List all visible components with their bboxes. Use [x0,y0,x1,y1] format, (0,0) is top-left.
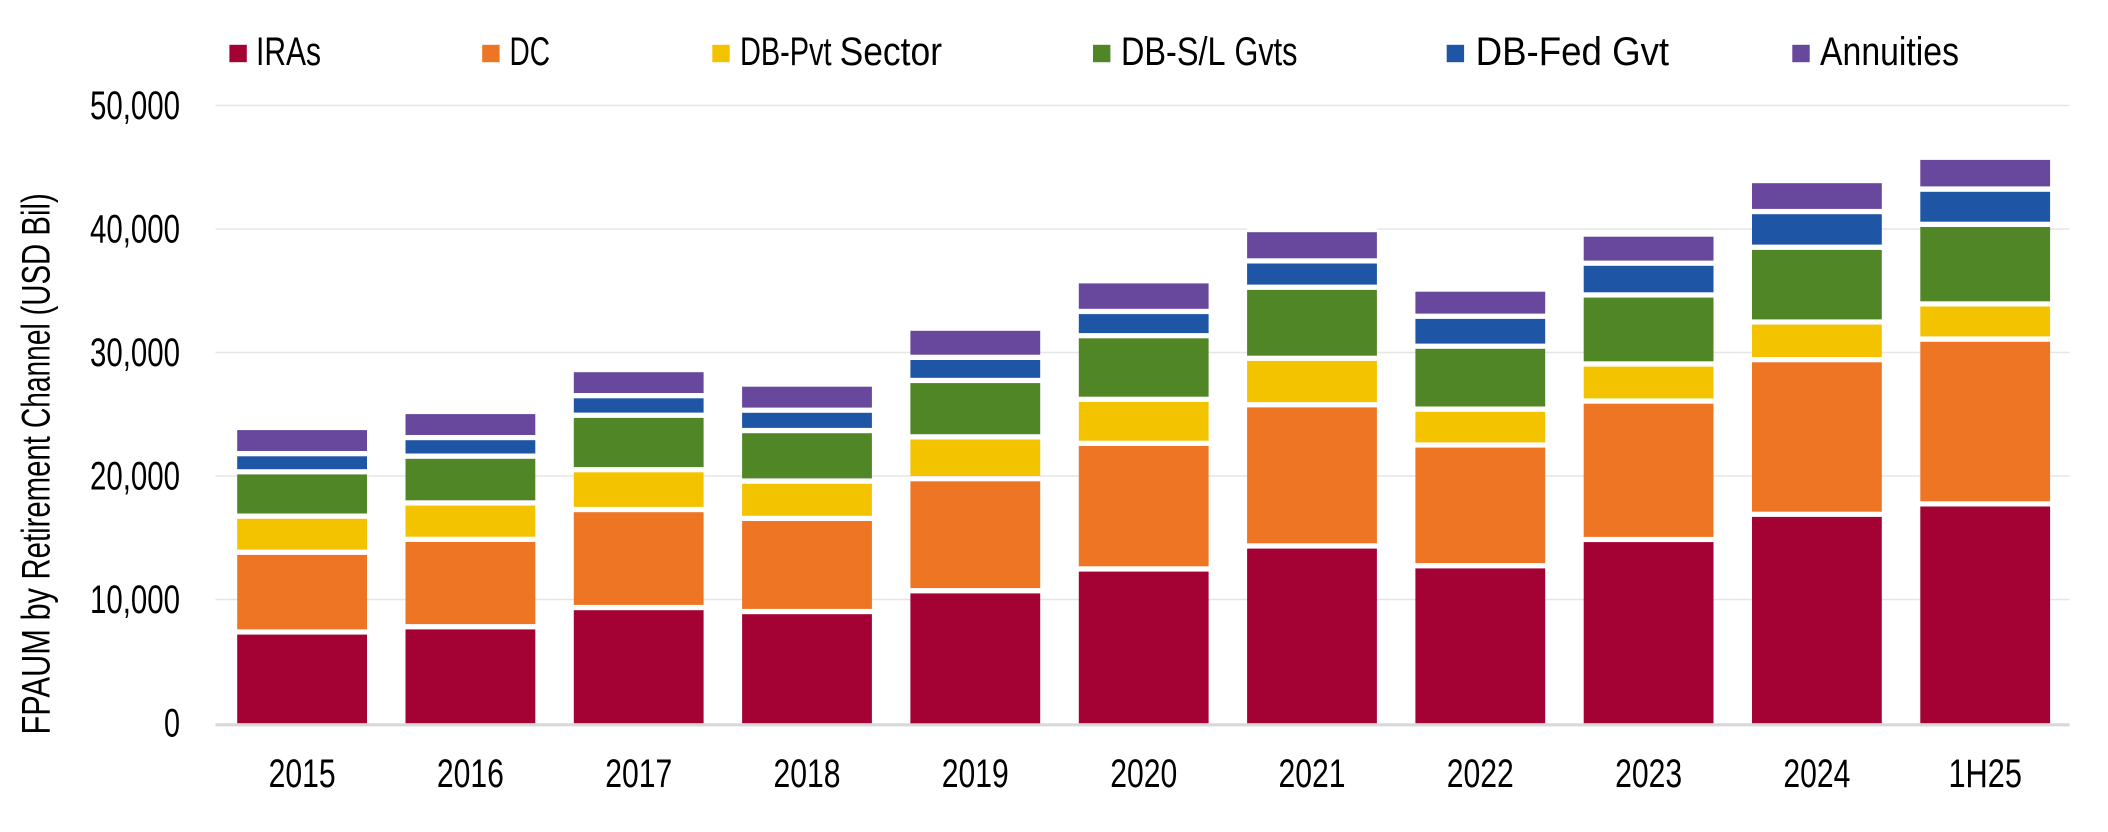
svg-text:2015: 2015 [269,752,336,796]
svg-text:FPAUM by: FPAUM by [15,580,59,735]
svg-text:Channel: Channel [15,316,59,429]
svg-text:10,000: 10,000 [90,578,180,622]
svg-text:IRAs: IRAs [256,30,321,74]
svg-text:20,000: 20,000 [90,455,180,499]
svg-text:0: 0 [164,702,180,746]
svg-text:DB-Fed Gvt: DB-Fed Gvt [1476,30,1670,74]
svg-text:40,000: 40,000 [90,208,180,252]
svg-text:(USD Bil): (USD Bil) [15,193,59,315]
svg-text:2020: 2020 [1110,752,1177,796]
svg-text:1H25: 1H25 [1948,752,2022,796]
svg-text:2016: 2016 [437,752,504,796]
svg-text:Retirement: Retirement [15,428,59,580]
svg-text:2023: 2023 [1615,752,1682,796]
svg-text:2019: 2019 [942,752,1009,796]
svg-text:DB-S/L: DB-S/L [1121,30,1235,74]
svg-text:DB-Pvt: DB-Pvt [740,30,840,74]
svg-text:Gvts: Gvts [1235,30,1298,74]
svg-text:Sector: Sector [840,30,942,74]
svg-text:2017: 2017 [605,752,672,796]
svg-text:DC: DC [510,30,551,74]
svg-text:50,000: 50,000 [90,84,180,128]
svg-text:2018: 2018 [774,752,841,796]
svg-text:2022: 2022 [1447,752,1514,796]
svg-text:30,000: 30,000 [90,331,180,375]
svg-text:2021: 2021 [1279,752,1346,796]
svg-text:2024: 2024 [1783,752,1850,796]
svg-text:Annuities: Annuities [1820,30,1959,74]
